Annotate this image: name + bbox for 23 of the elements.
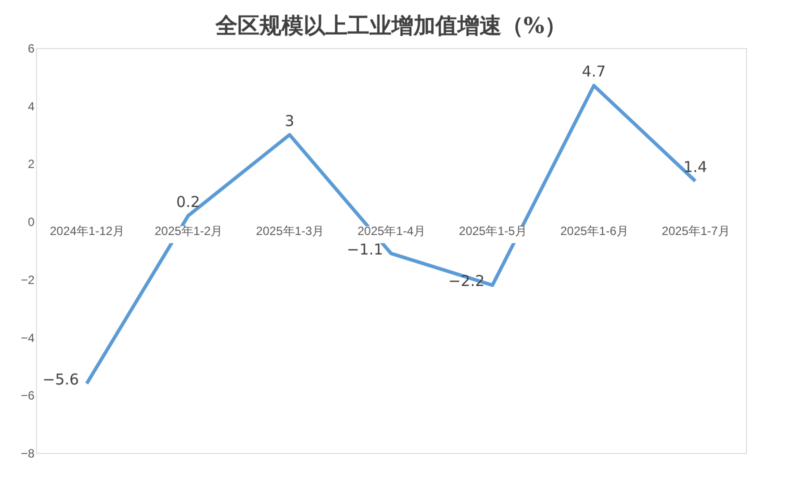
data-label: 1.4 bbox=[683, 158, 708, 176]
data-label: 4.7 bbox=[582, 62, 606, 81]
x-tick-label: 2025年1-5月 bbox=[458, 224, 527, 238]
x-tick-label: 2025年1-3月 bbox=[256, 224, 324, 238]
x-tick-label: 2025年1-6月 bbox=[560, 224, 628, 238]
y-tick-label: 4 bbox=[28, 99, 35, 114]
y-tick-label: 6 bbox=[28, 42, 35, 56]
y-tick-label: −2 bbox=[20, 272, 35, 287]
y-tick-label: 0 bbox=[28, 215, 35, 230]
x-tick-label: 2024年1-12月 bbox=[50, 224, 125, 238]
data-label: 3 bbox=[284, 112, 294, 130]
y-tick-label: 2 bbox=[28, 157, 35, 172]
data-label: −2.2 bbox=[448, 272, 485, 290]
data-label: −1.1 bbox=[346, 240, 384, 258]
y-tick-label: −8 bbox=[20, 446, 35, 460]
x-tick-label: 2025年1-2月 bbox=[154, 224, 223, 238]
y-tick-label: −4 bbox=[20, 330, 35, 345]
x-tick-label: 2025年1-7月 bbox=[662, 224, 730, 238]
y-tick-label: −6 bbox=[20, 388, 35, 403]
chart-title: 全区规模以上工业增加值增速（%） bbox=[214, 13, 566, 39]
x-tick-label: 2025年1-4月 bbox=[357, 224, 426, 238]
data-label: −5.6 bbox=[42, 370, 79, 389]
data-label: 0.2 bbox=[176, 192, 200, 211]
